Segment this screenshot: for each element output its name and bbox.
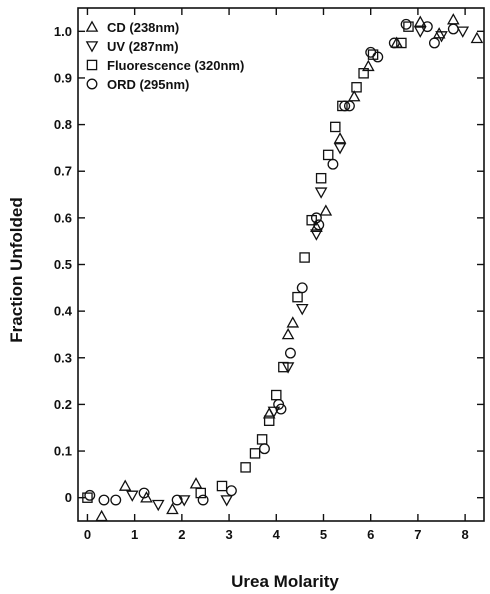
data-point-square	[263, 415, 275, 426]
data-markers	[82, 13, 484, 522]
legend-marker-triangle-down	[85, 41, 99, 53]
y-tick-label: 0.1	[54, 444, 72, 459]
data-point-circle	[98, 494, 110, 506]
data-point-circle	[447, 23, 459, 35]
data-point-triangle-up	[189, 477, 203, 489]
data-point-square	[195, 487, 206, 499]
data-point-circle	[388, 37, 400, 49]
data-point-triangle-up	[347, 90, 361, 102]
data-point-square	[396, 37, 407, 49]
x-tick-label: 3	[225, 527, 232, 542]
axis-ticks: 0 1 2 3 4 5 6 7 8 0 0.1 0.2 0.3 0.4 0.5 0.6 0.7 0.8 0.9 1.0	[54, 8, 484, 542]
legend-label: CD (238nm)	[107, 20, 179, 35]
legend-marker-circle	[86, 78, 98, 90]
y-tick-label: 0.3	[54, 350, 72, 365]
data-point-triangle-down	[295, 303, 309, 316]
data-point-square	[82, 492, 93, 503]
data-point-circle	[138, 487, 150, 499]
data-point-circle	[197, 494, 209, 506]
y-tick-label: 1.0	[54, 24, 72, 39]
data-point-circle	[428, 37, 440, 49]
data-point-circle	[296, 282, 308, 294]
x-tick-label: 5	[320, 527, 327, 542]
y-axis-title: Fraction Unfolded	[7, 197, 26, 342]
data-point-square	[256, 434, 268, 445]
y-tick-label: 0.4	[54, 304, 73, 319]
data-point-triangle-down	[220, 495, 234, 507]
data-point-square	[299, 252, 310, 263]
data-point-triangle-up	[95, 509, 108, 522]
data-point-triangle-down	[456, 26, 470, 38]
data-point-square	[292, 291, 303, 303]
data-point-triangle-down	[310, 229, 323, 241]
data-point-triangle-down	[314, 187, 328, 199]
y-tick-label: 0.9	[54, 70, 72, 85]
data-point-circle	[110, 494, 122, 506]
x-axis-title: Urea Molarity	[231, 572, 339, 591]
data-point-triangle-down	[435, 31, 448, 43]
x-tick-label: 8	[461, 527, 468, 542]
data-point-circle	[313, 219, 325, 231]
y-tick-label: 0.5	[54, 257, 72, 272]
x-tick-label: 7	[414, 527, 421, 542]
data-point-square	[351, 82, 362, 93]
data-point-triangle-up	[166, 502, 179, 515]
data-point-triangle-up	[281, 327, 295, 340]
data-point-circle	[365, 46, 377, 58]
data-point-square	[322, 149, 334, 161]
data-point-square	[330, 121, 341, 133]
data-point-circle	[339, 100, 351, 112]
data-point-circle	[275, 403, 287, 415]
legend-label: Fluorescence (320nm)	[107, 58, 244, 73]
data-point-circle	[310, 212, 322, 224]
data-point-triangle-down	[413, 26, 427, 38]
x-tick-label: 2	[178, 527, 185, 542]
data-point-circle	[327, 158, 339, 170]
y-tick-label: 0.6	[54, 210, 72, 225]
legend-label: UV (287nm)	[107, 39, 179, 54]
y-tick-label: 0	[65, 490, 72, 505]
y-tick-label: 0.7	[54, 164, 72, 179]
data-point-triangle-down	[151, 499, 165, 512]
data-point-square	[403, 21, 414, 32]
legend-marker-square	[86, 59, 98, 71]
data-point-triangle-up	[447, 13, 460, 25]
x-tick-label: 1	[131, 527, 138, 542]
data-point-triangle-up	[413, 15, 427, 27]
legend-marker-triangle-up	[85, 20, 99, 32]
data-point-square	[278, 361, 289, 373]
data-point-triangle-up	[319, 204, 333, 216]
data-point-circle	[372, 51, 384, 63]
data-point-circle	[259, 443, 270, 455]
data-point-circle	[400, 18, 412, 30]
legend: CD (238nm) UV (287nm) Fluorescence (320nm)…	[85, 20, 244, 92]
x-tick-label: 6	[367, 527, 374, 542]
y-tick-label: 0.2	[54, 397, 72, 412]
data-point-square	[249, 448, 261, 459]
data-point-triangle-up	[140, 491, 153, 503]
data-point-triangle-down	[125, 490, 139, 502]
x-tick-label: 0	[84, 527, 91, 542]
data-point-square	[216, 480, 228, 492]
data-point-square	[358, 68, 369, 79]
data-point-triangle-up	[286, 316, 300, 328]
legend-label: ORD (295nm)	[107, 77, 189, 92]
y-tick-label: 0.8	[54, 117, 72, 132]
data-point-square	[240, 462, 251, 473]
data-point-triangle-down	[333, 143, 347, 155]
data-point-circle	[84, 489, 96, 501]
data-point-square	[315, 172, 327, 184]
data-point-triangle-up	[470, 31, 484, 44]
x-tick-label: 4	[273, 527, 281, 542]
data-point-triangle-up	[333, 132, 347, 144]
data-point-circle	[171, 494, 183, 506]
data-point-circle	[284, 347, 296, 359]
data-point-square	[271, 389, 282, 401]
data-point-circle	[344, 100, 355, 112]
data-point-circle	[421, 21, 433, 33]
data-point-circle	[225, 485, 237, 497]
data-point-triangle-up	[118, 479, 132, 491]
